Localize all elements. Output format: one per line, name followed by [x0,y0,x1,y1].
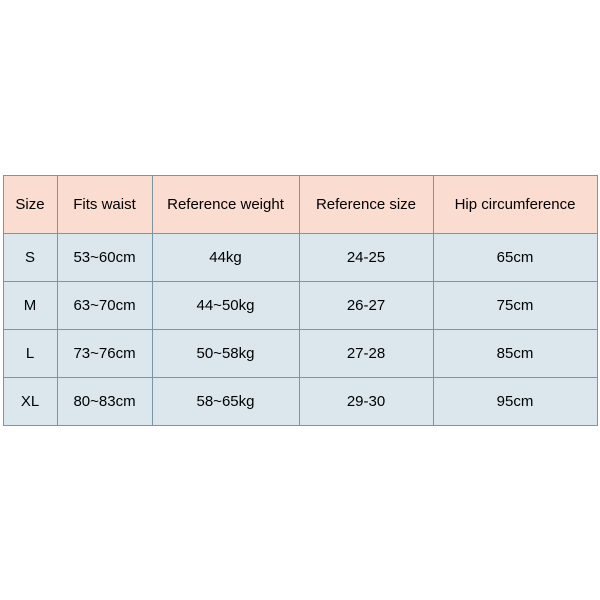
table-row: XL 80~83cm 58~65kg 29-30 95cm [3,377,597,425]
cell: 95cm [433,377,597,425]
cell: 24-25 [299,233,433,281]
col-header: Reference weight [152,175,299,233]
size-chart-table: Size Fits waist Reference weight Referen… [3,175,598,426]
cell: M [3,281,57,329]
col-header: Hip circumference [433,175,597,233]
cell: 53~60cm [57,233,152,281]
col-header: Fits waist [57,175,152,233]
col-header: Size [3,175,57,233]
cell: 58~65kg [152,377,299,425]
table-row: S 53~60cm 44kg 24-25 65cm [3,233,597,281]
cell: 29-30 [299,377,433,425]
cell: 85cm [433,329,597,377]
cell: 65cm [433,233,597,281]
header-row: Size Fits waist Reference weight Referen… [3,175,597,233]
col-header: Reference size [299,175,433,233]
cell: L [3,329,57,377]
cell: 44~50kg [152,281,299,329]
cell: 63~70cm [57,281,152,329]
cell: XL [3,377,57,425]
table-body: S 53~60cm 44kg 24-25 65cm M 63~70cm 44~5… [3,233,597,425]
cell: 44kg [152,233,299,281]
cell: S [3,233,57,281]
table-row: L 73~76cm 50~58kg 27-28 85cm [3,329,597,377]
cell: 27-28 [299,329,433,377]
page-wrap: Size Fits waist Reference weight Referen… [0,0,600,600]
table-row: M 63~70cm 44~50kg 26-27 75cm [3,281,597,329]
table-header: Size Fits waist Reference weight Referen… [3,175,597,233]
cell: 26-27 [299,281,433,329]
cell: 73~76cm [57,329,152,377]
cell: 80~83cm [57,377,152,425]
cell: 75cm [433,281,597,329]
cell: 50~58kg [152,329,299,377]
